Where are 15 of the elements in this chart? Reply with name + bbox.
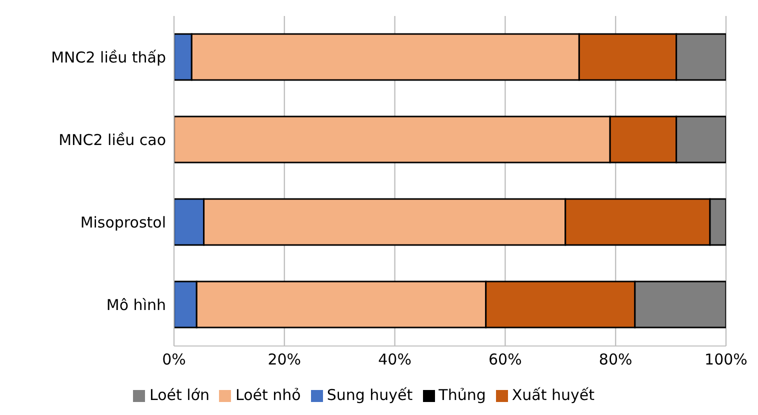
x-tick-label: 40% — [378, 350, 412, 369]
y-tick-label: Misoprostol — [80, 214, 166, 232]
legend-label: Sung huyết — [326, 386, 413, 404]
y-tick-label: MNC2 liều cao — [58, 131, 166, 150]
legend-label: Loét nhỏ — [235, 386, 301, 404]
legend-label: Loét lớn — [149, 386, 210, 404]
x-tick-label: 60% — [488, 350, 522, 369]
legend-label: Xuất huyết — [512, 386, 594, 404]
x-tick-label: 100% — [704, 350, 748, 369]
y-tick-label: MNC2 liều thấp — [51, 48, 166, 67]
x-tick-label: 0% — [162, 350, 186, 369]
legend-label: Thủng — [438, 386, 486, 404]
x-tick-label: 20% — [268, 350, 302, 369]
y-tick-label: Mô hình — [106, 296, 166, 314]
x-tick-label: 80% — [598, 350, 632, 369]
